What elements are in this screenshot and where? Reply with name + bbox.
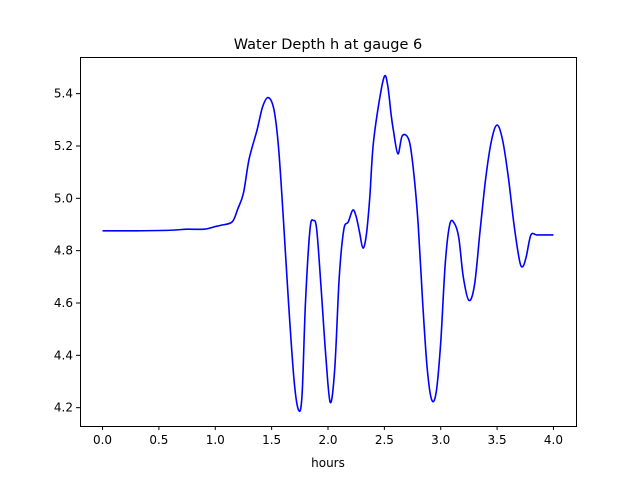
x-tick-label: 0.0 (93, 433, 112, 447)
y-tick-label: 4.8 (54, 244, 73, 258)
x-tick-label: 2.0 (318, 433, 337, 447)
x-tick-label: 1.0 (206, 433, 225, 447)
chart-title: Water Depth h at gauge 6 (234, 37, 422, 53)
y-tick-label: 4.2 (54, 401, 73, 415)
x-tick-label: 0.5 (149, 433, 168, 447)
x-tick-label: 3.0 (431, 433, 450, 447)
y-tick-label: 4.6 (54, 296, 73, 310)
x-tick-label: 3.5 (488, 433, 507, 447)
y-tick-label: 4.4 (54, 348, 73, 362)
x-tick-label: 4.0 (544, 433, 563, 447)
plot-area (102, 74, 554, 413)
x-tick-label: 2.5 (375, 433, 394, 447)
x-tick-label: 1.5 (262, 433, 281, 447)
series-line-0 (102, 74, 554, 413)
y-tick-label: 5.2 (54, 139, 73, 153)
y-tick-label: 5.4 (54, 87, 73, 101)
x-axis-label: hours (311, 456, 345, 470)
y-tick-label: 5.0 (54, 191, 73, 205)
